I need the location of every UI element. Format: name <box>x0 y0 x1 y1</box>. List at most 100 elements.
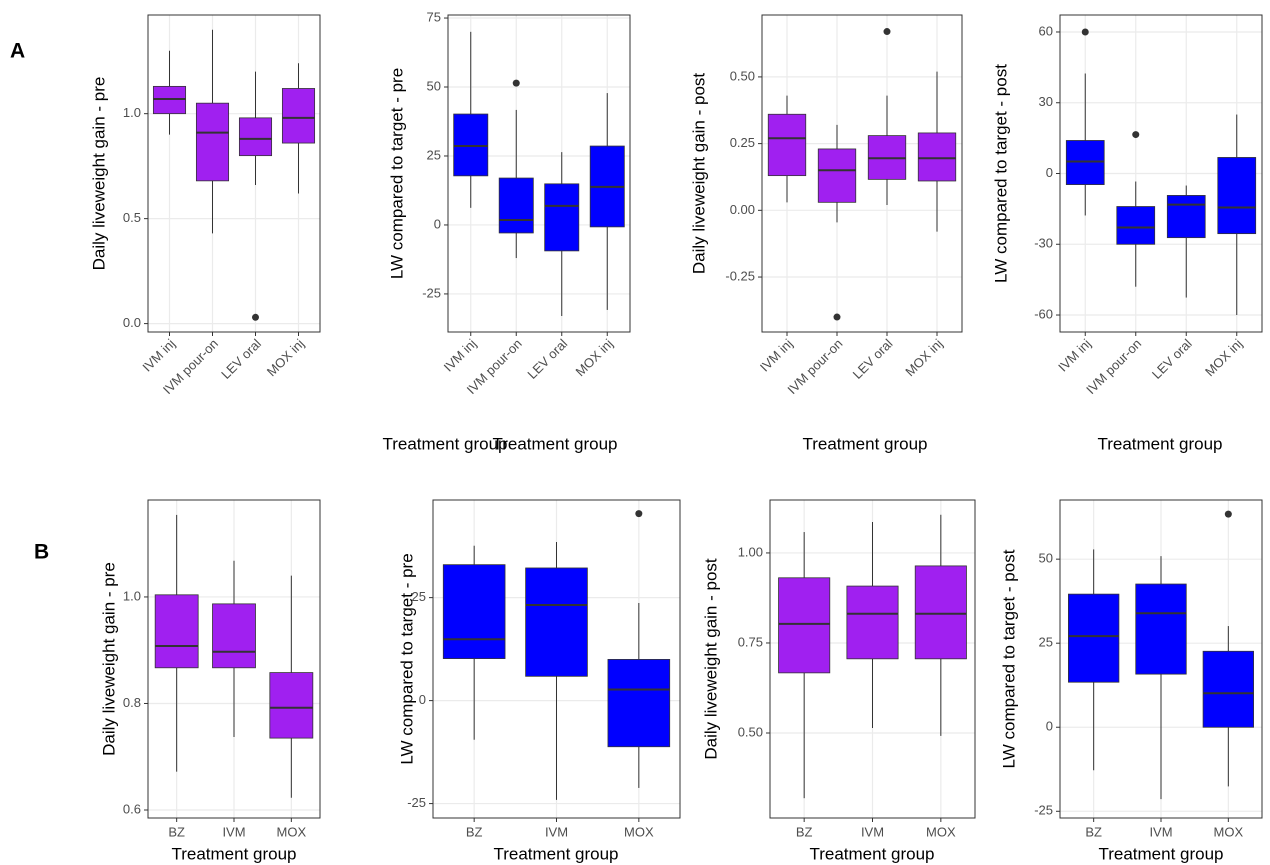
y-tick-label: -25 <box>422 285 441 300</box>
y-axis-title: LW compared to target - pre <box>397 553 416 764</box>
box <box>778 577 831 674</box>
x-axis-title: Treatment group <box>1097 434 1222 453</box>
y-tick-label: 0.75 <box>738 634 763 649</box>
x-tick-label: BZ <box>168 824 185 839</box>
y-tick-label: 0.8 <box>123 695 141 710</box>
box <box>846 585 899 660</box>
x-tick-label: BZ <box>796 824 813 839</box>
y-tick-label: 0.50 <box>730 68 755 83</box>
x-tick-label: MOX <box>277 824 307 839</box>
y-axis-title: Daily liveweight gain - pre <box>89 77 108 271</box>
y-tick-label: 0.5 <box>123 210 141 225</box>
box <box>498 177 534 234</box>
box <box>442 564 506 659</box>
y-tick-label: -30 <box>1034 236 1053 251</box>
plot-frame <box>1059 14 1263 333</box>
box <box>767 113 807 177</box>
box <box>544 183 580 252</box>
y-tick-label: 0 <box>1046 719 1053 734</box>
x-tick-label: LEV oral <box>850 336 896 382</box>
box <box>212 603 256 669</box>
y-axis-title: Daily liveweight gain - pre <box>99 562 118 756</box>
y-tick-label: 1.00 <box>738 544 763 559</box>
outlier <box>635 510 643 518</box>
y-axis-title: Daily liveweight gain - post <box>689 73 708 275</box>
y-axis-title: LW compared to target - post <box>991 64 1010 283</box>
x-tick-label: IVM <box>545 824 568 839</box>
x-axis-title: Treatment group <box>809 844 934 863</box>
x-tick-label: IVM <box>222 824 245 839</box>
x-axis-title: Treatment group <box>492 434 617 453</box>
outlier <box>833 313 841 321</box>
x-tick-label: IVM <box>861 824 884 839</box>
x-axis-title: Treatment group <box>171 844 296 863</box>
y-tick-label: -25 <box>1034 803 1053 818</box>
x-tick-label: MOX <box>926 824 956 839</box>
box <box>152 85 187 115</box>
panel-label: B <box>34 541 49 564</box>
x-tick-label: IVM <box>1149 824 1172 839</box>
y-tick-label: 30 <box>1039 94 1053 109</box>
box <box>607 659 671 748</box>
box <box>1166 195 1206 239</box>
x-tick-label: MOX <box>624 824 654 839</box>
y-tick-label: 50 <box>1039 551 1053 566</box>
x-tick-label: MOX <box>1214 824 1244 839</box>
plot-frame <box>447 14 631 333</box>
box <box>525 567 588 677</box>
y-tick-label: 0.6 <box>123 801 141 816</box>
box <box>195 102 230 182</box>
y-tick-label: -0.25 <box>725 268 755 283</box>
box <box>1135 583 1187 675</box>
plot-frame <box>761 14 963 333</box>
x-axis-title: Treatment group <box>1098 844 1223 863</box>
outlier <box>512 79 520 87</box>
y-tick-label: 0.50 <box>738 724 763 739</box>
box <box>1068 593 1120 683</box>
y-tick-label: 0 <box>1046 165 1053 180</box>
y-tick-label: 60 <box>1039 23 1053 38</box>
box <box>1202 650 1254 728</box>
x-tick-label: LEV oral <box>1149 336 1195 382</box>
box <box>1065 140 1105 185</box>
y-tick-label: 25 <box>1039 635 1053 650</box>
y-tick-label: 0 <box>434 216 441 231</box>
x-axis-title: Treatment group <box>802 434 927 453</box>
x-tick-label: BZ <box>466 824 483 839</box>
x-axis-title: Treatment group <box>493 844 618 863</box>
y-tick-label: 75 <box>427 9 441 24</box>
y-tick-label: 0.25 <box>730 135 755 150</box>
x-tick-label: MOX inj <box>264 336 307 379</box>
x-tick-label: IVM inj <box>757 336 796 375</box>
x-tick-label: IVM inj <box>441 336 480 375</box>
x-tick-label: MOX inj <box>902 336 945 379</box>
y-tick-label: 50 <box>427 78 441 93</box>
y-tick-label: -25 <box>407 795 426 810</box>
y-tick-label: 25 <box>412 589 426 604</box>
x-tick-label: LEV oral <box>218 336 264 382</box>
x-tick-label: LEV oral <box>524 336 570 382</box>
y-tick-label: 1.0 <box>123 105 141 120</box>
panel-label: A <box>10 40 25 63</box>
box <box>453 113 489 177</box>
outlier <box>1224 510 1232 518</box>
y-tick-label: 0 <box>419 692 426 707</box>
box <box>238 117 273 157</box>
plot-frame <box>147 14 321 333</box>
y-tick-label: -60 <box>1034 306 1053 321</box>
y-axis-title: LW compared to target - pre <box>387 68 406 279</box>
x-axis-title: Treatment group <box>382 434 507 453</box>
y-tick-label: 0.0 <box>123 315 141 330</box>
y-axis-title: LW compared to target - post <box>999 549 1018 768</box>
box <box>269 672 314 739</box>
outlier <box>1081 28 1089 36</box>
y-axis-title: Daily liveweight gain - post <box>701 558 720 760</box>
box <box>914 565 967 660</box>
box <box>281 88 316 144</box>
box <box>917 132 957 182</box>
x-tick-label: IVM inj <box>139 336 178 375</box>
y-tick-label: 1.0 <box>123 588 141 603</box>
box <box>1116 206 1156 245</box>
x-tick-label: MOX inj <box>1202 336 1245 379</box>
